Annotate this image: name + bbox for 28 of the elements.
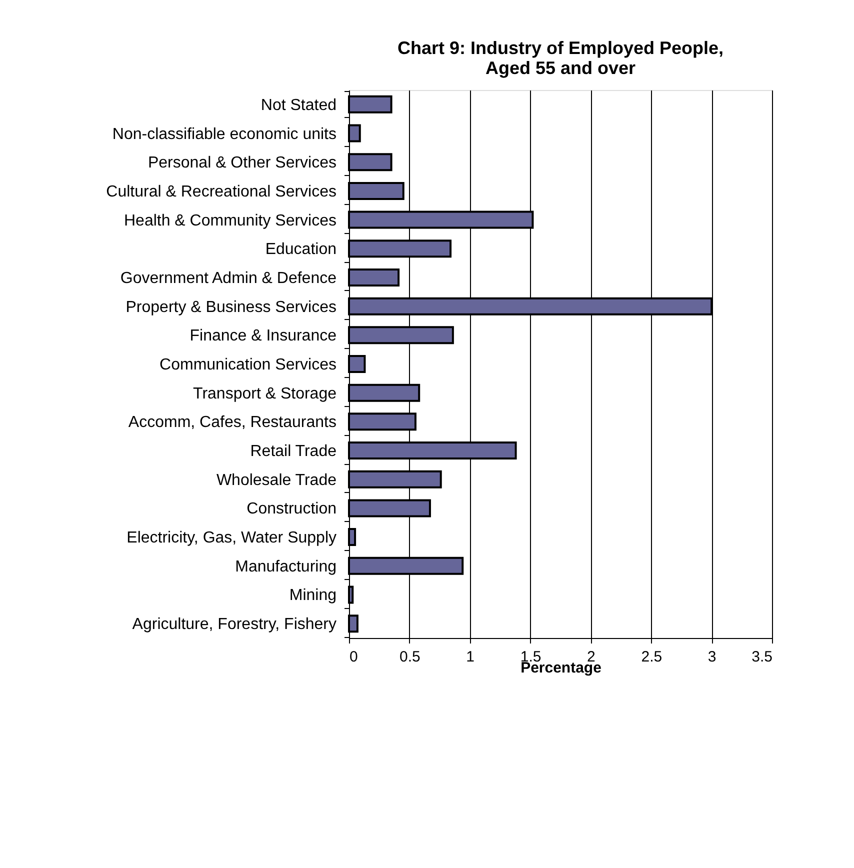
- y-tick-label: Electricity, Gas, Water Supply: [126, 530, 336, 547]
- x-tick-label: 0.5: [400, 648, 420, 666]
- y-tick-label: Communication Services: [160, 356, 336, 374]
- y-tick-label: Transport & Storage: [193, 385, 337, 402]
- x-tick-label: 2.5: [641, 648, 662, 666]
- text: Aged 55 and over: [485, 58, 636, 78]
- x-tick-label: 3.5: [752, 648, 772, 666]
- y-tick-label: Personal & Other Services: [148, 154, 336, 172]
- y-tick-label: Retail Trade: [250, 443, 337, 460]
- y-tick-label: Accomm, Cafes, Restaurants: [128, 414, 336, 432]
- y-tick-label: Manufacturing: [235, 558, 336, 576]
- y-tick-label: Cultural & Recreational Services: [106, 183, 336, 200]
- y-tick-label: Property & Business Services: [126, 298, 336, 316]
- y-tick-label: Not Stated: [260, 96, 336, 114]
- y-tick-label: Mining: [289, 587, 336, 604]
- x-tick-label: 2: [587, 648, 596, 666]
- y-tick-label: Non-classifiable economic units: [112, 126, 336, 143]
- y-tick-label: Wholesale Trade: [216, 472, 337, 489]
- y-tick-label: Education: [265, 241, 336, 258]
- y-tick-label: Finance & Insurance: [190, 328, 337, 345]
- text: Chart 9: Industry of Employed People,: [397, 38, 724, 58]
- y-tick-label: Agriculture, Forestry, Fishery: [132, 616, 336, 634]
- x-tick-label: 1: [466, 648, 475, 666]
- y-tick-label: Health & Community Services: [124, 212, 336, 230]
- y-tick-label: Construction: [246, 500, 336, 518]
- x-tick-label: 0: [350, 648, 358, 666]
- x-tick-label: 3: [708, 648, 716, 666]
- y-tick-label: Government Admin & Defence: [120, 270, 337, 287]
